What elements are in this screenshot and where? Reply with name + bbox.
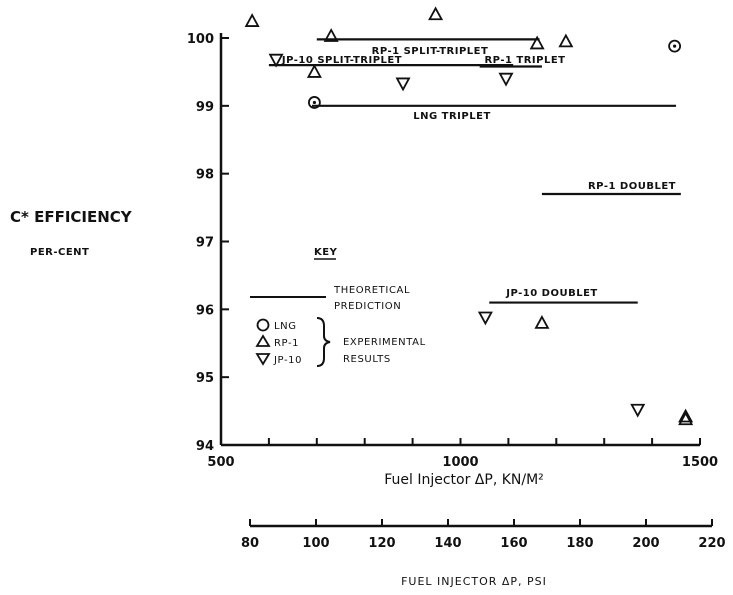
y-tick-label: 94 — [196, 439, 214, 454]
x2-tick-label: 200 — [632, 536, 659, 551]
legend-brace — [316, 317, 331, 367]
label-lng-triplet: LNG TRIPLET — [413, 111, 491, 122]
x2-tick-label: 180 — [566, 536, 593, 551]
point-rp1 — [306, 64, 322, 78]
legend-entry-jp10: JP-10 — [273, 355, 302, 366]
legend-circle-icon — [256, 318, 270, 332]
label-jp10-doublet: JP-10 DOUBLET — [505, 288, 598, 299]
point-rp1 — [529, 35, 545, 50]
point-lng — [668, 39, 682, 53]
point-jp10 — [498, 72, 514, 87]
x2-tick-label: 80 — [241, 536, 259, 551]
legend-triangle-up-icon — [255, 334, 271, 347]
y-axis-sublabel: PER-CENT — [30, 247, 89, 258]
y-tick-label: 96 — [196, 303, 214, 318]
y-tick-label: 97 — [196, 236, 214, 251]
x2-tick-label: 160 — [500, 536, 527, 551]
legend: KEY THEORETICAL PREDICTION LNG RP-1 JP-1… — [250, 247, 426, 367]
x2-tick-label: 220 — [698, 536, 725, 551]
legend-group-label-2: RESULTS — [343, 354, 391, 365]
label-jp10-split-triplet: JP-10 SPLIT-TRIPLET — [281, 55, 402, 66]
x-axis-ticks: 500 1000 1500 — [207, 438, 718, 470]
point-jp10 — [268, 53, 284, 68]
y-tick-label: 95 — [196, 371, 214, 386]
y-axis-ticks: 94 95 96 97 98 99 100 — [187, 32, 229, 454]
legend-group-label-1: EXPERIMENTAL — [343, 337, 426, 348]
point-rp1 — [323, 28, 339, 42]
x2-tick-label: 100 — [302, 536, 329, 551]
data-points — [244, 6, 694, 426]
legend-entry-rp1: RP-1 — [274, 338, 299, 349]
x-axis-label: Fuel Injector ΔP, KN/M² — [384, 472, 544, 488]
x2-tick-label: 120 — [368, 536, 395, 551]
prediction-lines — [268, 38, 681, 304]
point-rp1 — [244, 13, 260, 27]
y-tick-label: 98 — [196, 168, 214, 183]
point-rp1 — [678, 411, 694, 426]
point-lng — [308, 96, 321, 109]
legend-title: KEY — [314, 247, 338, 258]
y-tick-label: 100 — [187, 32, 214, 47]
x2-tick-label: 140 — [434, 536, 461, 551]
y-axis-label: C* EFFICIENCY — [10, 208, 133, 226]
y-tick-label: 99 — [196, 100, 214, 115]
point-rp1 — [558, 33, 574, 48]
x-tick-label: 1000 — [442, 455, 478, 470]
point-rp1 — [678, 408, 694, 423]
legend-triangle-down-icon — [255, 353, 271, 366]
label-rp1-split-triplet: RP-1 SPLIT-TRIPLET — [372, 46, 489, 57]
x2-axis-label: FUEL INJECTOR ΔP, PSI — [401, 575, 547, 588]
label-rp1-doublet: RP-1 DOUBLET — [588, 181, 676, 192]
point-jp10 — [630, 403, 646, 418]
point-rp1 — [428, 6, 444, 21]
x2-axis-ticks: 80 100 120 140 160 180 200 220 — [241, 519, 726, 551]
legend-line-label-1: THEORETICAL — [333, 285, 410, 296]
x-tick-label: 500 — [207, 455, 234, 470]
label-rp1-triplet: RP-1 TRIPLET — [484, 55, 565, 66]
point-jp10 — [395, 77, 411, 92]
point-jp10 — [477, 311, 493, 326]
x-tick-label: 1500 — [682, 455, 718, 470]
legend-line-label-2: PREDICTION — [334, 301, 401, 312]
point-rp1 — [534, 315, 550, 329]
legend-entry-lng: LNG — [274, 321, 297, 332]
